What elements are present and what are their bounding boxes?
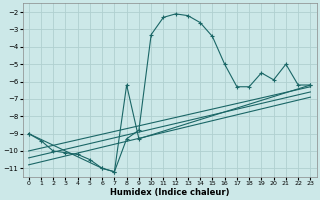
X-axis label: Humidex (Indice chaleur): Humidex (Indice chaleur) — [110, 188, 229, 197]
